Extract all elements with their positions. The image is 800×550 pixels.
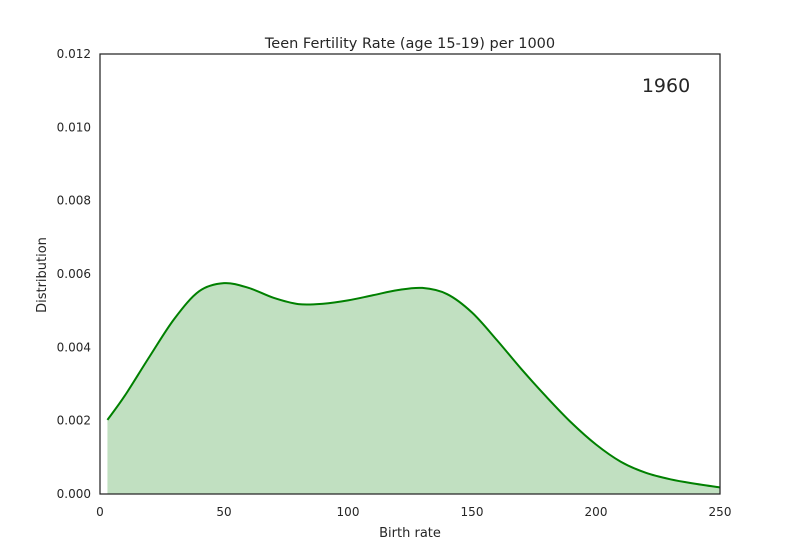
y-tick-label: 0.000 — [57, 487, 91, 501]
density-area-fill — [107, 283, 720, 494]
year-annotation: 1960 — [642, 75, 690, 97]
x-axis-ticks: 0 50 100 150 200 250 — [96, 505, 731, 519]
plot-frame — [99, 53, 721, 495]
x-tick-label: 100 — [337, 505, 360, 519]
y-tick-label: 0.006 — [57, 267, 91, 281]
y-tick-label: 0.010 — [57, 120, 91, 134]
x-tick-label: 0 — [96, 505, 104, 519]
y-tick-label: 0.002 — [57, 414, 91, 428]
x-axis-label: Birth rate — [379, 526, 441, 541]
chart-title: Teen Fertility Rate (age 15-19) per 1000 — [264, 36, 555, 52]
y-axis-label: Distribution — [35, 237, 50, 313]
x-tick-label: 250 — [709, 505, 732, 519]
y-tick-label: 0.004 — [57, 340, 91, 354]
y-axis-ticks: 0.000 0.002 0.004 0.006 0.008 0.010 0.012 — [57, 47, 91, 501]
x-tick-label: 50 — [216, 505, 231, 519]
x-tick-label: 150 — [461, 505, 484, 519]
x-tick-label: 200 — [585, 505, 608, 519]
density-curve — [106, 282, 721, 489]
y-tick-label: 0.012 — [57, 47, 91, 61]
y-tick-label: 0.008 — [57, 194, 91, 208]
